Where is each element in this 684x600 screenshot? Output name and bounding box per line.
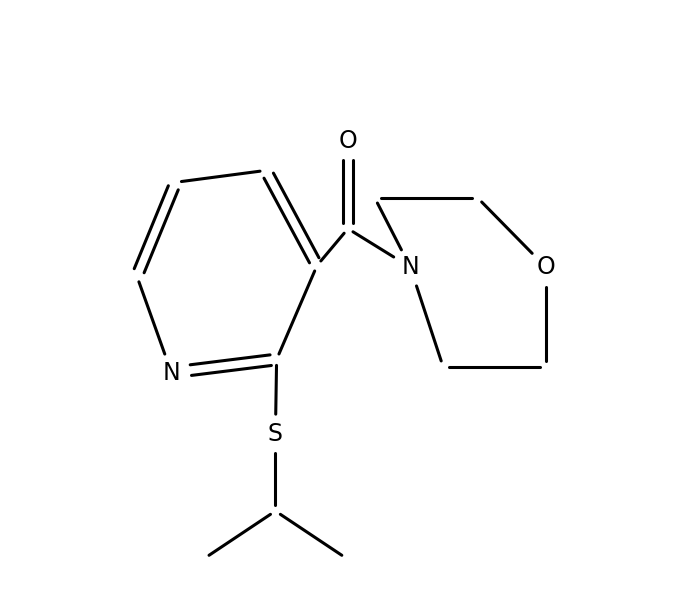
- Text: O: O: [339, 128, 357, 152]
- Text: S: S: [268, 422, 283, 446]
- Text: N: N: [402, 256, 419, 280]
- Text: N: N: [163, 361, 181, 385]
- Text: O: O: [536, 256, 555, 280]
